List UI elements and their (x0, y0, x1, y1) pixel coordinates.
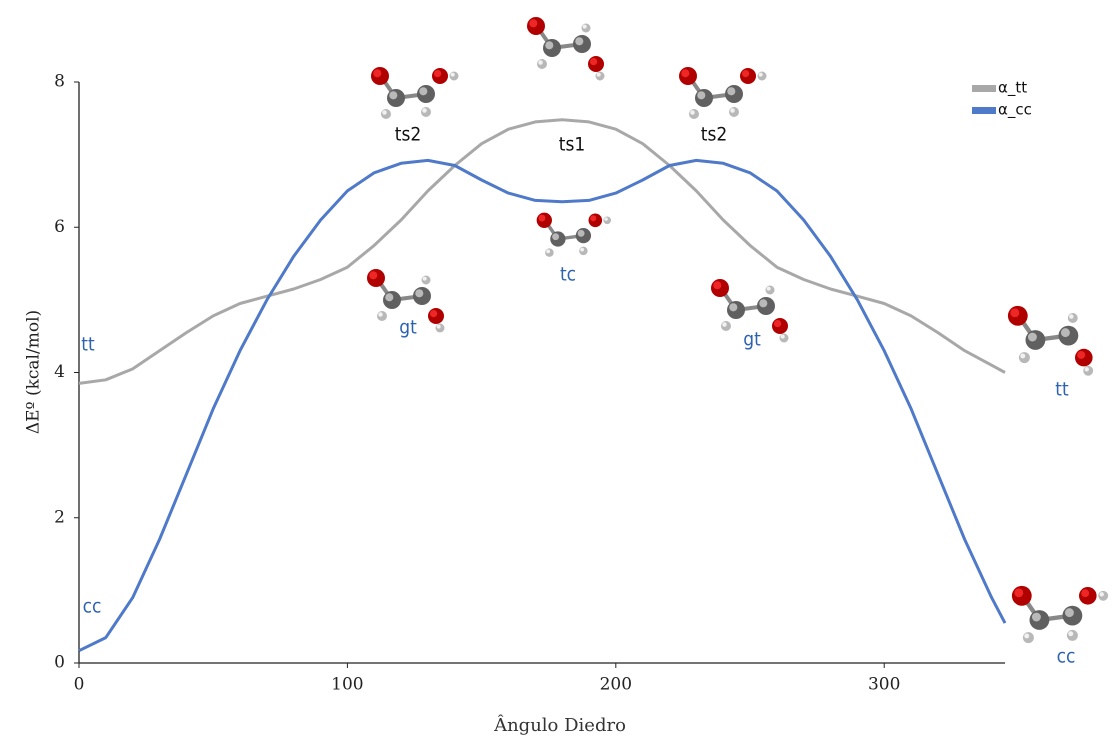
atom-highlight (597, 73, 601, 77)
x-tick-label: 200 (600, 675, 632, 695)
atom-highlight (729, 303, 737, 311)
atom-highlight (1099, 592, 1103, 596)
annotation: tc (560, 264, 576, 286)
atom-highlight (759, 73, 763, 77)
annotation: cc (83, 596, 102, 618)
atom-highlight (422, 108, 427, 113)
data-line (79, 120, 1005, 384)
annotation: gt (743, 329, 761, 351)
atom-highlight (759, 299, 767, 307)
atom-highlight (423, 277, 427, 281)
atom-highlight (1020, 353, 1025, 358)
atom-highlight (697, 91, 705, 99)
atom-highlight (419, 87, 427, 95)
legend-swatch (972, 107, 996, 114)
molecule-icon (1012, 586, 1108, 643)
atom-highlight (545, 41, 553, 49)
atom-highlight (690, 110, 695, 115)
atom-highlight (451, 73, 455, 77)
atom-highlight (1028, 333, 1037, 342)
atom-highlight (415, 289, 423, 297)
annotation: cc (1057, 646, 1076, 668)
atom-highlight (580, 248, 584, 252)
atom-highlight (389, 91, 397, 99)
atom-highlight (1084, 367, 1088, 371)
atom-highlight (1032, 613, 1041, 622)
y-tick-label: 4 (54, 362, 65, 382)
atom-highlight (590, 215, 596, 221)
annotation: ts2 (395, 124, 421, 146)
y-tick-label: 8 (54, 72, 65, 92)
atom-highlight (1068, 631, 1073, 636)
molecule-icon (537, 213, 611, 257)
atom-highlight (681, 69, 689, 77)
x-tick-label: 100 (331, 675, 363, 695)
atom-highlight (767, 287, 771, 291)
atom-highlight (1081, 589, 1089, 597)
legend-label: α_tt (998, 79, 1027, 98)
annotation: gt (399, 317, 417, 339)
atom-highlight (437, 325, 441, 329)
atom-highlight (529, 19, 537, 27)
annotation: tt (81, 334, 95, 356)
atom-highlight (590, 58, 597, 65)
atom-highlight (539, 215, 546, 222)
y-tick-label: 0 (54, 653, 65, 673)
data-line (79, 160, 1005, 650)
atom-highlight (742, 70, 749, 77)
atom-highlight (730, 108, 735, 113)
annotation: ts2 (701, 124, 727, 146)
atom-highlight (369, 271, 377, 279)
atom-highlight (552, 233, 559, 240)
chart: Ângulo Diedro ΔEº (kcal/mol) 0 100 200 300 0… (0, 0, 1120, 738)
atom-highlight (373, 69, 381, 77)
atom-highlight (722, 322, 727, 327)
atom-highlight (781, 335, 785, 339)
annotation: tt (1055, 379, 1069, 401)
atom-highlight (382, 110, 387, 115)
atom-highlight (604, 217, 607, 220)
atom-highlight (727, 87, 735, 95)
legend-label: α_cc (998, 101, 1032, 120)
molecule-icon (371, 67, 459, 119)
x-tick-label: 0 (74, 675, 85, 695)
y-axis-label: ΔEº (kcal/mol) (24, 310, 44, 434)
atom-highlight (583, 25, 587, 29)
atom-highlight (1014, 588, 1023, 597)
atom-highlight (1065, 608, 1074, 617)
atom-highlight (578, 230, 585, 237)
atom-highlight (430, 310, 437, 317)
atom-highlight (538, 60, 543, 65)
atom-highlight (434, 70, 441, 77)
atom-highlight (378, 312, 383, 317)
molecule-icon (527, 17, 605, 81)
atom-highlight (1077, 351, 1085, 359)
atom-highlight (774, 320, 781, 327)
y-tick-label: 2 (54, 507, 65, 527)
atom-highlight (1069, 314, 1073, 318)
atom-highlight (1061, 328, 1070, 337)
y-tick-label: 6 (54, 217, 65, 237)
atom-highlight (546, 249, 550, 253)
molecule-icon (1008, 306, 1093, 376)
molecule-icon (679, 67, 767, 119)
legend-swatch (972, 85, 996, 92)
x-tick-label: 300 (868, 675, 900, 695)
atom-highlight (385, 293, 393, 301)
annotation: ts1 (559, 134, 585, 156)
atom-highlight (575, 37, 583, 45)
x-axis-label: Ângulo Diedro (493, 713, 626, 736)
atom-highlight (1010, 308, 1019, 317)
atom-highlight (1024, 633, 1029, 638)
atom-highlight (713, 281, 721, 289)
